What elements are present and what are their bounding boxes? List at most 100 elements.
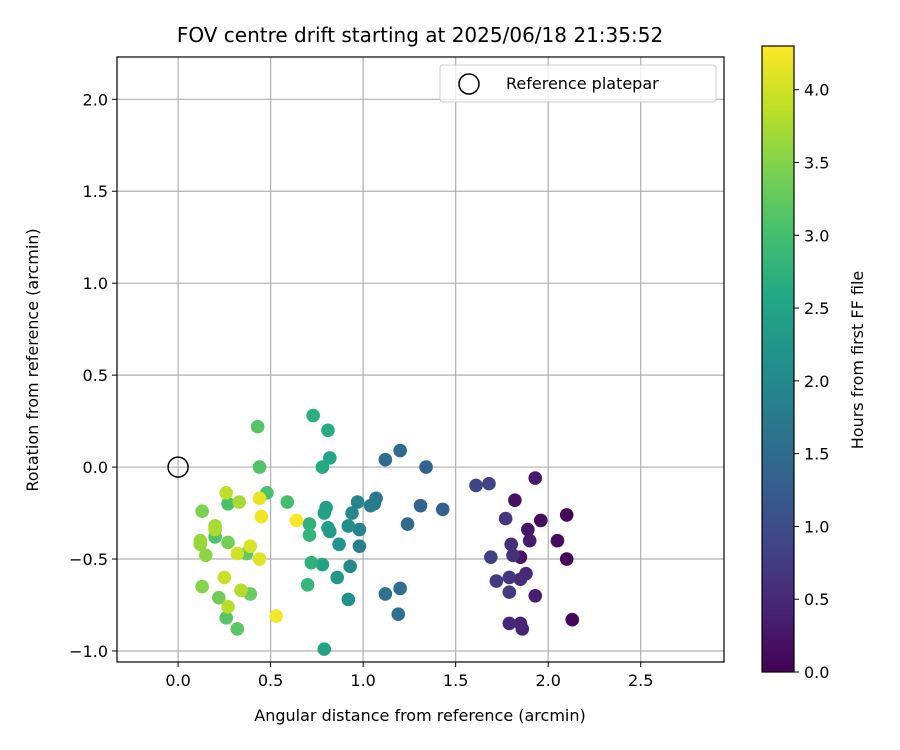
colorbar-gradient — [762, 46, 794, 672]
data-point — [195, 504, 209, 519]
x-tick-label: 1.5 — [443, 671, 468, 690]
data-point — [254, 509, 269, 524]
data-point — [565, 612, 580, 627]
y-tick-label: 1.5 — [83, 182, 108, 201]
legend: Reference platepar — [439, 64, 717, 103]
data-point — [341, 519, 356, 533]
data-point — [559, 508, 574, 522]
data-point — [521, 522, 535, 537]
data-point — [300, 577, 315, 592]
data-point — [252, 460, 267, 474]
data-points — [193, 408, 580, 656]
data-point — [252, 491, 267, 506]
data-point — [217, 570, 232, 585]
x-tick-label: 0.0 — [165, 671, 190, 690]
data-point — [435, 502, 450, 517]
data-point — [302, 528, 317, 542]
data-point — [221, 535, 235, 550]
legend-entry-reference: Reference platepar — [506, 74, 659, 93]
data-point — [345, 506, 359, 520]
plot-frame — [116, 56, 725, 663]
colorbar-tick-label: 3.0 — [804, 226, 829, 245]
y-tick-label: 0.5 — [83, 366, 108, 385]
colorbar-tick-label: 0.5 — [804, 590, 829, 609]
reference-marker — [167, 456, 189, 478]
y-axis-label: Rotation from reference (arcmin) — [23, 228, 42, 491]
colorbar-tick-label: 1.0 — [804, 517, 829, 536]
data-point — [243, 539, 258, 553]
colorbar-tick-label: 2.0 — [804, 372, 829, 391]
data-point — [230, 622, 245, 636]
data-point — [350, 495, 365, 509]
data-point — [250, 419, 265, 434]
data-point — [352, 539, 367, 553]
y-tick-label: −0.5 — [69, 550, 108, 569]
data-point — [304, 555, 319, 570]
data-point — [234, 583, 248, 598]
data-point — [343, 559, 357, 574]
legend-box — [439, 64, 717, 103]
data-point — [330, 570, 345, 585]
data-point — [513, 572, 528, 587]
data-point — [522, 533, 537, 548]
chart-title: FOV centre drift starting at 2025/06/18 … — [177, 23, 663, 47]
data-point — [252, 552, 267, 566]
x-tick-label: 2.5 — [628, 671, 653, 690]
data-point — [317, 506, 332, 520]
data-point — [230, 546, 245, 561]
data-point — [528, 471, 543, 485]
data-point — [321, 423, 335, 438]
data-point — [559, 552, 574, 566]
data-point — [482, 476, 496, 491]
data-point — [219, 611, 233, 625]
data-point — [484, 550, 498, 564]
y-tick-label: 2.0 — [83, 90, 108, 109]
y-tick-label: 1.0 — [83, 274, 108, 293]
data-point — [506, 548, 520, 563]
data-point — [315, 557, 330, 572]
colorbar: 0.0 0.5 1.0 1.5 2.0 2.5 3.0 3.5 4.0 Hours from f… — [761, 45, 867, 682]
data-point — [508, 493, 522, 507]
grid-lines — [117, 57, 724, 662]
data-point — [208, 522, 222, 537]
data-point — [502, 570, 517, 585]
data-point — [289, 513, 304, 528]
legend-marker-icon — [458, 73, 480, 95]
x-tick-label: 2.0 — [535, 671, 560, 690]
data-point — [199, 548, 213, 563]
data-point — [413, 498, 428, 513]
colorbar-tick-label: 1.5 — [804, 445, 829, 464]
data-point — [221, 600, 235, 614]
data-point — [513, 616, 528, 631]
data-point — [400, 517, 415, 531]
data-point — [306, 408, 320, 423]
data-point — [317, 642, 332, 656]
data-point — [502, 585, 517, 599]
x-tick-label: 0.5 — [258, 671, 283, 690]
colorbar-label: Hours from first FF file — [848, 271, 867, 450]
data-point — [302, 517, 317, 531]
data-point — [469, 478, 483, 493]
x-axis-label: Angular distance from reference (arcmin) — [254, 706, 585, 725]
data-point — [550, 533, 565, 548]
data-point — [393, 443, 407, 458]
data-point — [323, 451, 337, 465]
colorbar-tick-label: 2.5 — [804, 299, 829, 318]
data-point — [393, 581, 407, 596]
data-point — [391, 607, 406, 621]
x-tick-label: 1.0 — [350, 671, 375, 690]
data-point — [211, 590, 226, 605]
x-axis-ticks: 0.0 0.5 1.0 1.5 2.0 2.5 — [165, 662, 653, 690]
data-point — [221, 497, 235, 511]
colorbar-tick-label: 0.0 — [804, 663, 829, 682]
data-point — [489, 574, 504, 588]
data-point — [528, 588, 543, 603]
data-point — [219, 486, 233, 500]
colorbar-frame — [761, 45, 795, 673]
colorbar-ticks: 0.0 0.5 1.0 1.5 2.0 2.5 3.0 3.5 4.0 — [794, 81, 829, 682]
y-tick-label: 0.0 — [83, 458, 108, 477]
y-tick-label: −1.0 — [69, 642, 108, 661]
data-point — [419, 460, 433, 474]
data-point — [352, 522, 367, 537]
